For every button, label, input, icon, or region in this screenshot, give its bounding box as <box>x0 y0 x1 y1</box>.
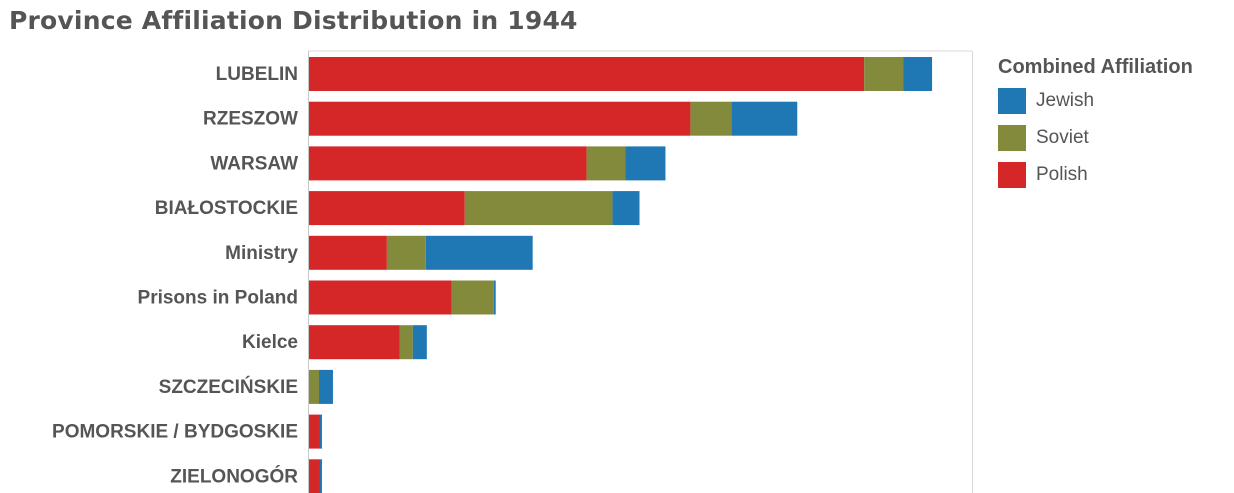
bar-segment-soviet[interactable] <box>690 102 731 136</box>
category-label: LUBELIN <box>216 64 298 85</box>
bar-segment-soviet[interactable] <box>465 191 613 225</box>
bar-segment-polish[interactable] <box>308 191 465 225</box>
category-label: POMORSKIE / BYDGOSKIE <box>52 422 298 443</box>
bar-segment-jewish[interactable] <box>426 236 533 270</box>
bar-segment-polish[interactable] <box>308 236 387 270</box>
bar-segment-polish[interactable] <box>308 459 320 493</box>
legend: Combined Affiliation Jewish Soviet Polish <box>998 56 1193 197</box>
bar-segment-jewish[interactable] <box>626 146 666 180</box>
bar-segment-polish[interactable] <box>308 325 400 359</box>
legend-swatch <box>998 88 1026 114</box>
category-label: Ministry <box>225 243 298 264</box>
legend-swatch <box>998 125 1026 151</box>
bar-segment-polish[interactable] <box>308 281 452 315</box>
category-label: Kielce <box>242 332 298 353</box>
category-label: BIAŁOSTOCKIE <box>155 198 298 219</box>
bar-segment-polish[interactable] <box>308 146 587 180</box>
bar-segment-soviet[interactable] <box>308 370 319 404</box>
legend-item-polish[interactable]: Polish <box>998 160 1193 190</box>
bar-segment-polish[interactable] <box>308 415 320 449</box>
legend-label: Soviet <box>1036 127 1089 149</box>
bar-segment-jewish[interactable] <box>731 102 797 136</box>
bar-segment-jewish[interactable] <box>320 415 322 449</box>
bar-segment-soviet[interactable] <box>400 325 413 359</box>
legend-item-jewish[interactable]: Jewish <box>998 86 1193 116</box>
bar-segment-soviet[interactable] <box>587 146 626 180</box>
legend-label: Polish <box>1036 164 1088 186</box>
bar-segment-jewish[interactable] <box>413 325 427 359</box>
legend-swatch <box>998 162 1026 188</box>
category-label: WARSAW <box>210 153 298 174</box>
legend-label: Jewish <box>1036 90 1094 112</box>
bar-segment-jewish[interactable] <box>494 281 496 315</box>
category-label: RZESZOW <box>203 109 298 130</box>
bar-segment-jewish[interactable] <box>320 459 322 493</box>
category-label: SZCZECIŃSKIE <box>159 376 298 398</box>
bar-segment-soviet[interactable] <box>864 57 903 91</box>
bar-segment-polish[interactable] <box>308 57 864 91</box>
bar-segment-polish[interactable] <box>308 102 690 136</box>
bar-segment-soviet[interactable] <box>387 236 426 270</box>
category-label: ZIELONOGÓR <box>170 465 298 487</box>
legend-item-soviet[interactable]: Soviet <box>998 123 1193 153</box>
category-label: Prisons in Poland <box>138 288 298 309</box>
bar-segment-jewish[interactable] <box>903 57 932 91</box>
bar-segment-jewish[interactable] <box>613 191 640 225</box>
bar-segment-jewish[interactable] <box>319 370 333 404</box>
legend-title: Combined Affiliation <box>998 56 1193 79</box>
bar-segment-soviet[interactable] <box>452 281 494 315</box>
